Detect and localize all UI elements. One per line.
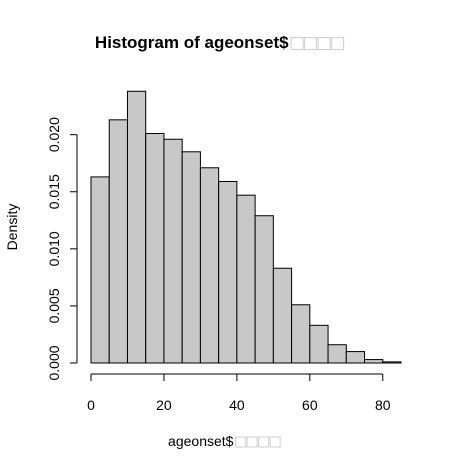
chart-title-group: Histogram of ageonset$: [95, 33, 345, 52]
x-axis-label: ageonset$: [168, 433, 234, 449]
y-axis-label: Density: [4, 204, 20, 251]
y-tick-label: 0.005: [46, 288, 62, 323]
histogram-bar: [145, 133, 165, 364]
histogram-bar: [382, 361, 402, 364]
y-tick-label: 0.010: [46, 231, 62, 266]
x-axis: 0 20 40 60 80: [87, 373, 391, 413]
histogram-bar: [163, 138, 183, 364]
bars-group: [90, 90, 402, 364]
x-tick-label: 20: [156, 397, 172, 413]
y-axis: 0.000 0.005 0.010 0.015 0.020: [46, 117, 78, 381]
histogram-bar: [199, 167, 220, 364]
y-tick-label: 0.015: [46, 174, 62, 209]
histogram-bar: [291, 304, 311, 364]
x-label-missing-glyphs: [235, 436, 281, 448]
title-missing-glyphs: [290, 37, 345, 50]
y-tick-label: 0.020: [46, 117, 62, 152]
missing-glyph-box: [246, 436, 258, 448]
histogram-bar: [181, 151, 201, 364]
histogram-bar: [90, 176, 110, 364]
x-tick-label: 80: [375, 397, 391, 413]
histogram-bar: [218, 180, 238, 364]
missing-glyph-box: [258, 436, 270, 448]
x-tick-label: 40: [229, 397, 245, 413]
histogram-bar: [126, 90, 147, 364]
histogram-bar: [327, 344, 347, 364]
histogram-bar: [309, 324, 329, 364]
y-tick-label: 0.000: [46, 345, 62, 380]
histogram-bar: [345, 351, 366, 364]
histogram-bar: [272, 267, 293, 364]
histogram-bar: [108, 119, 128, 364]
x-axis-label-group: ageonset$: [168, 433, 281, 449]
missing-glyph-box: [290, 37, 304, 50]
missing-glyph-box: [269, 436, 281, 448]
x-tick-label: 60: [302, 397, 318, 413]
histogram-bar: [236, 194, 256, 364]
histogram-bar: [254, 215, 274, 364]
missing-glyph-box: [331, 37, 345, 50]
histogram-bar: [364, 359, 384, 364]
chart-title: Histogram of ageonset$: [95, 33, 289, 52]
x-tick-label: 0: [87, 397, 95, 413]
missing-glyph-box: [317, 37, 331, 50]
missing-glyph-box: [304, 37, 318, 50]
missing-glyph-box: [235, 436, 247, 448]
